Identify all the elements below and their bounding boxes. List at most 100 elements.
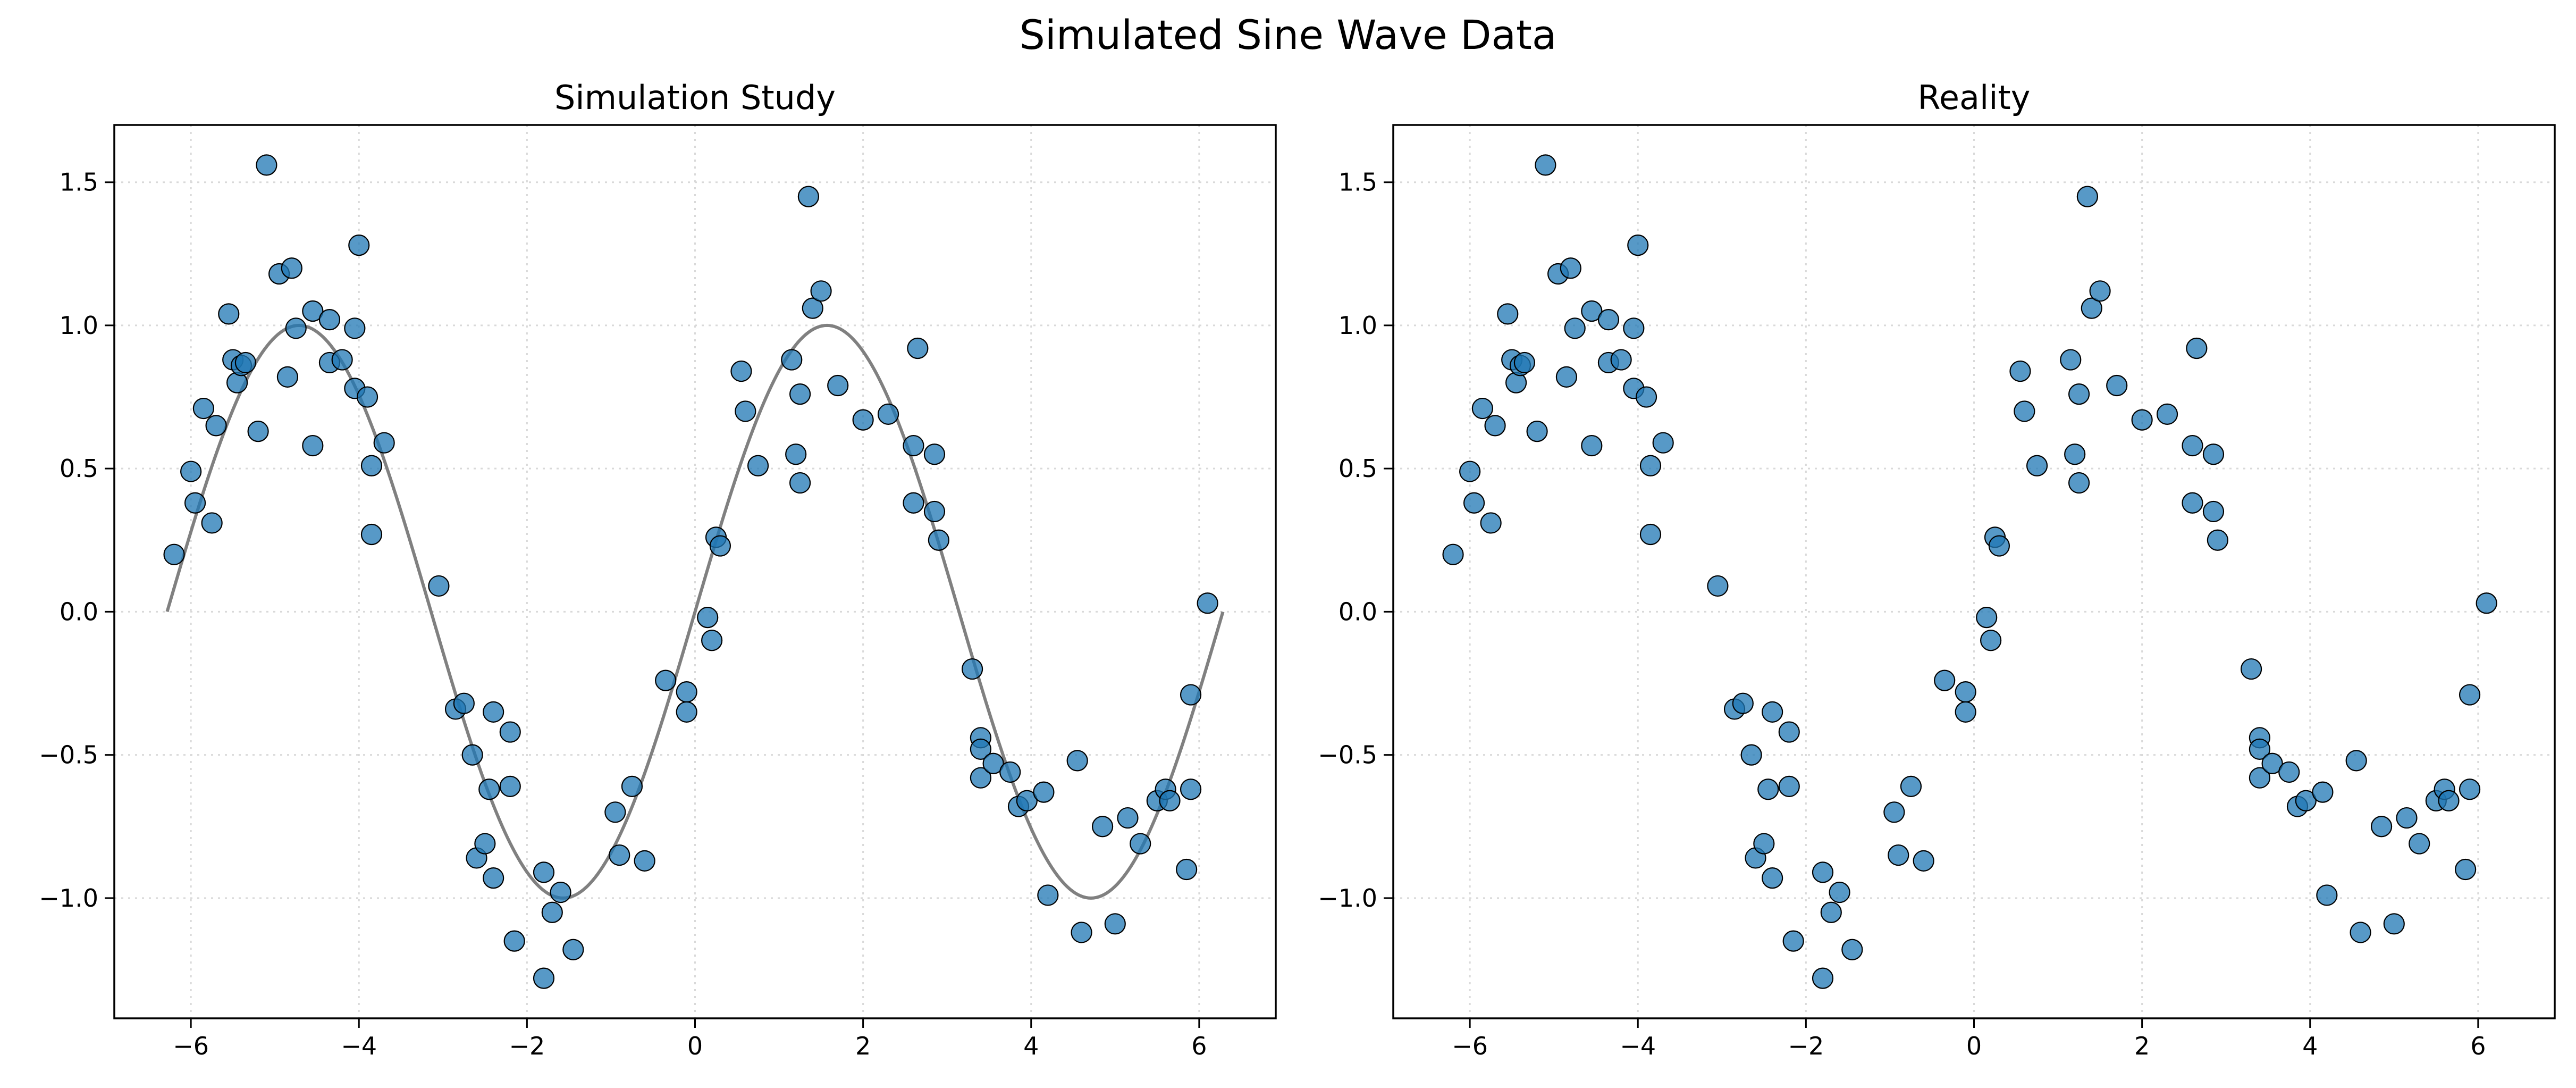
scatter-point (789, 383, 811, 405)
scatter-point (2345, 750, 2367, 772)
scatter-point (923, 443, 946, 465)
x-tick-label: −4 (1620, 1032, 1656, 1060)
scatter-point (218, 303, 240, 325)
x-tick-label: −2 (1788, 1032, 1824, 1060)
scatter-point (499, 721, 521, 743)
scatter-point (1016, 790, 1038, 811)
scatter-point (1883, 801, 1905, 823)
scatter-point (1740, 744, 1762, 766)
scatter-point (1117, 807, 1139, 829)
scatter-point (2459, 779, 2481, 800)
scatter-point (2459, 684, 2481, 706)
scatter-point (1459, 461, 1481, 482)
scatter-point (1778, 721, 1800, 743)
scatter-point (2240, 658, 2262, 680)
scatter-point (2182, 492, 2203, 514)
scatter-point (852, 409, 874, 431)
scatter-point (1442, 543, 1464, 565)
scatter-point (1980, 630, 2002, 651)
scatter-point (1988, 535, 2010, 557)
scatter-point (453, 692, 475, 714)
scatter-point (827, 374, 849, 397)
scatter-point (1778, 775, 1800, 797)
scatter-point (604, 801, 626, 823)
scatter-point (1497, 303, 1519, 325)
scatter-point (348, 235, 370, 256)
scatter-point (1955, 701, 1976, 723)
scatter-point (877, 403, 899, 425)
scatter-point (2370, 816, 2393, 838)
scatter-point (344, 317, 366, 339)
scatter-point (1782, 930, 1804, 952)
scatter-point (655, 669, 677, 691)
scatter-point (533, 861, 555, 883)
scatter-point (1627, 235, 1649, 256)
scatter-point (360, 523, 383, 546)
y-tick-label: −0.5 (1318, 741, 1377, 769)
scatter-point (2131, 409, 2153, 431)
scatter-point (2249, 767, 2270, 789)
x-tick-label: 0 (1966, 1032, 1982, 1060)
scatter-point (1104, 913, 1126, 935)
scatter-point (1564, 317, 1586, 339)
scatter-point (285, 317, 307, 339)
scatter-point (1535, 154, 1556, 176)
scatter-point (478, 779, 500, 800)
scatter-point (676, 701, 697, 723)
y-tick-label: 0.5 (1338, 454, 1377, 483)
subplot-title-reality: Reality (1918, 78, 2031, 117)
scatter-point (2068, 383, 2090, 405)
scatter-point (676, 681, 697, 703)
x-tick-label: 6 (1191, 1032, 1207, 1060)
scatter-point (1639, 455, 1662, 476)
scatter-point (1652, 432, 1674, 454)
scatter-point (1071, 922, 1092, 943)
scatter-point (360, 455, 383, 476)
scatter-point (781, 349, 803, 371)
x-tick-label: 4 (2302, 1032, 2318, 1060)
scatter-point (1610, 349, 1632, 371)
scatter-point (1484, 415, 1506, 437)
scatter-point (1900, 775, 1922, 797)
scatter-point (802, 297, 823, 319)
scatter-point (735, 400, 756, 422)
scatter-point (2182, 434, 2203, 457)
scatter-point (2295, 790, 2317, 811)
scatter-point (2312, 781, 2334, 803)
chart-panel-reality: −6 −4 −2 0 2 4 6 −1.0 −0.5 0.0 0.5 1.0 1.5 Reality (1318, 78, 2556, 1060)
scatter-point (2009, 360, 2031, 382)
scatter-point (1639, 523, 1662, 546)
scatter-point (970, 767, 991, 789)
scatter-point (609, 844, 630, 866)
scatter-point (163, 543, 185, 565)
x-tick-label: −6 (173, 1032, 209, 1060)
scatter-point (541, 901, 563, 923)
x-tick-label: −4 (341, 1032, 377, 1060)
scatter-point (499, 775, 521, 797)
scatter-point (184, 492, 206, 514)
scatter-point (2089, 280, 2111, 302)
scatter-point (2014, 400, 2035, 422)
scatter-point (2316, 884, 2338, 906)
scatter-point (1955, 681, 1976, 703)
y-tick-label: 0.0 (60, 597, 98, 626)
scatter-point (2202, 500, 2225, 523)
scatter-point (503, 930, 525, 952)
scatter-point (1757, 779, 1779, 800)
scatter-point (1159, 790, 1181, 811)
scatter-point (373, 432, 395, 454)
scatter-point (2261, 752, 2283, 774)
scatter-point (247, 421, 269, 442)
scatter-point (1197, 592, 1218, 614)
y-tick-label: 0.0 (1338, 597, 1377, 626)
scatter-point (2202, 443, 2225, 465)
scatter-point (302, 434, 324, 457)
scatter-point (1976, 607, 1998, 629)
scatter-point (180, 461, 202, 482)
scatter-point (1812, 861, 1834, 883)
y-tick-label: 0.5 (60, 454, 98, 483)
scatter-point (1180, 684, 1202, 706)
figure-suptitle: Simulated Sine Wave Data (1020, 11, 1557, 58)
